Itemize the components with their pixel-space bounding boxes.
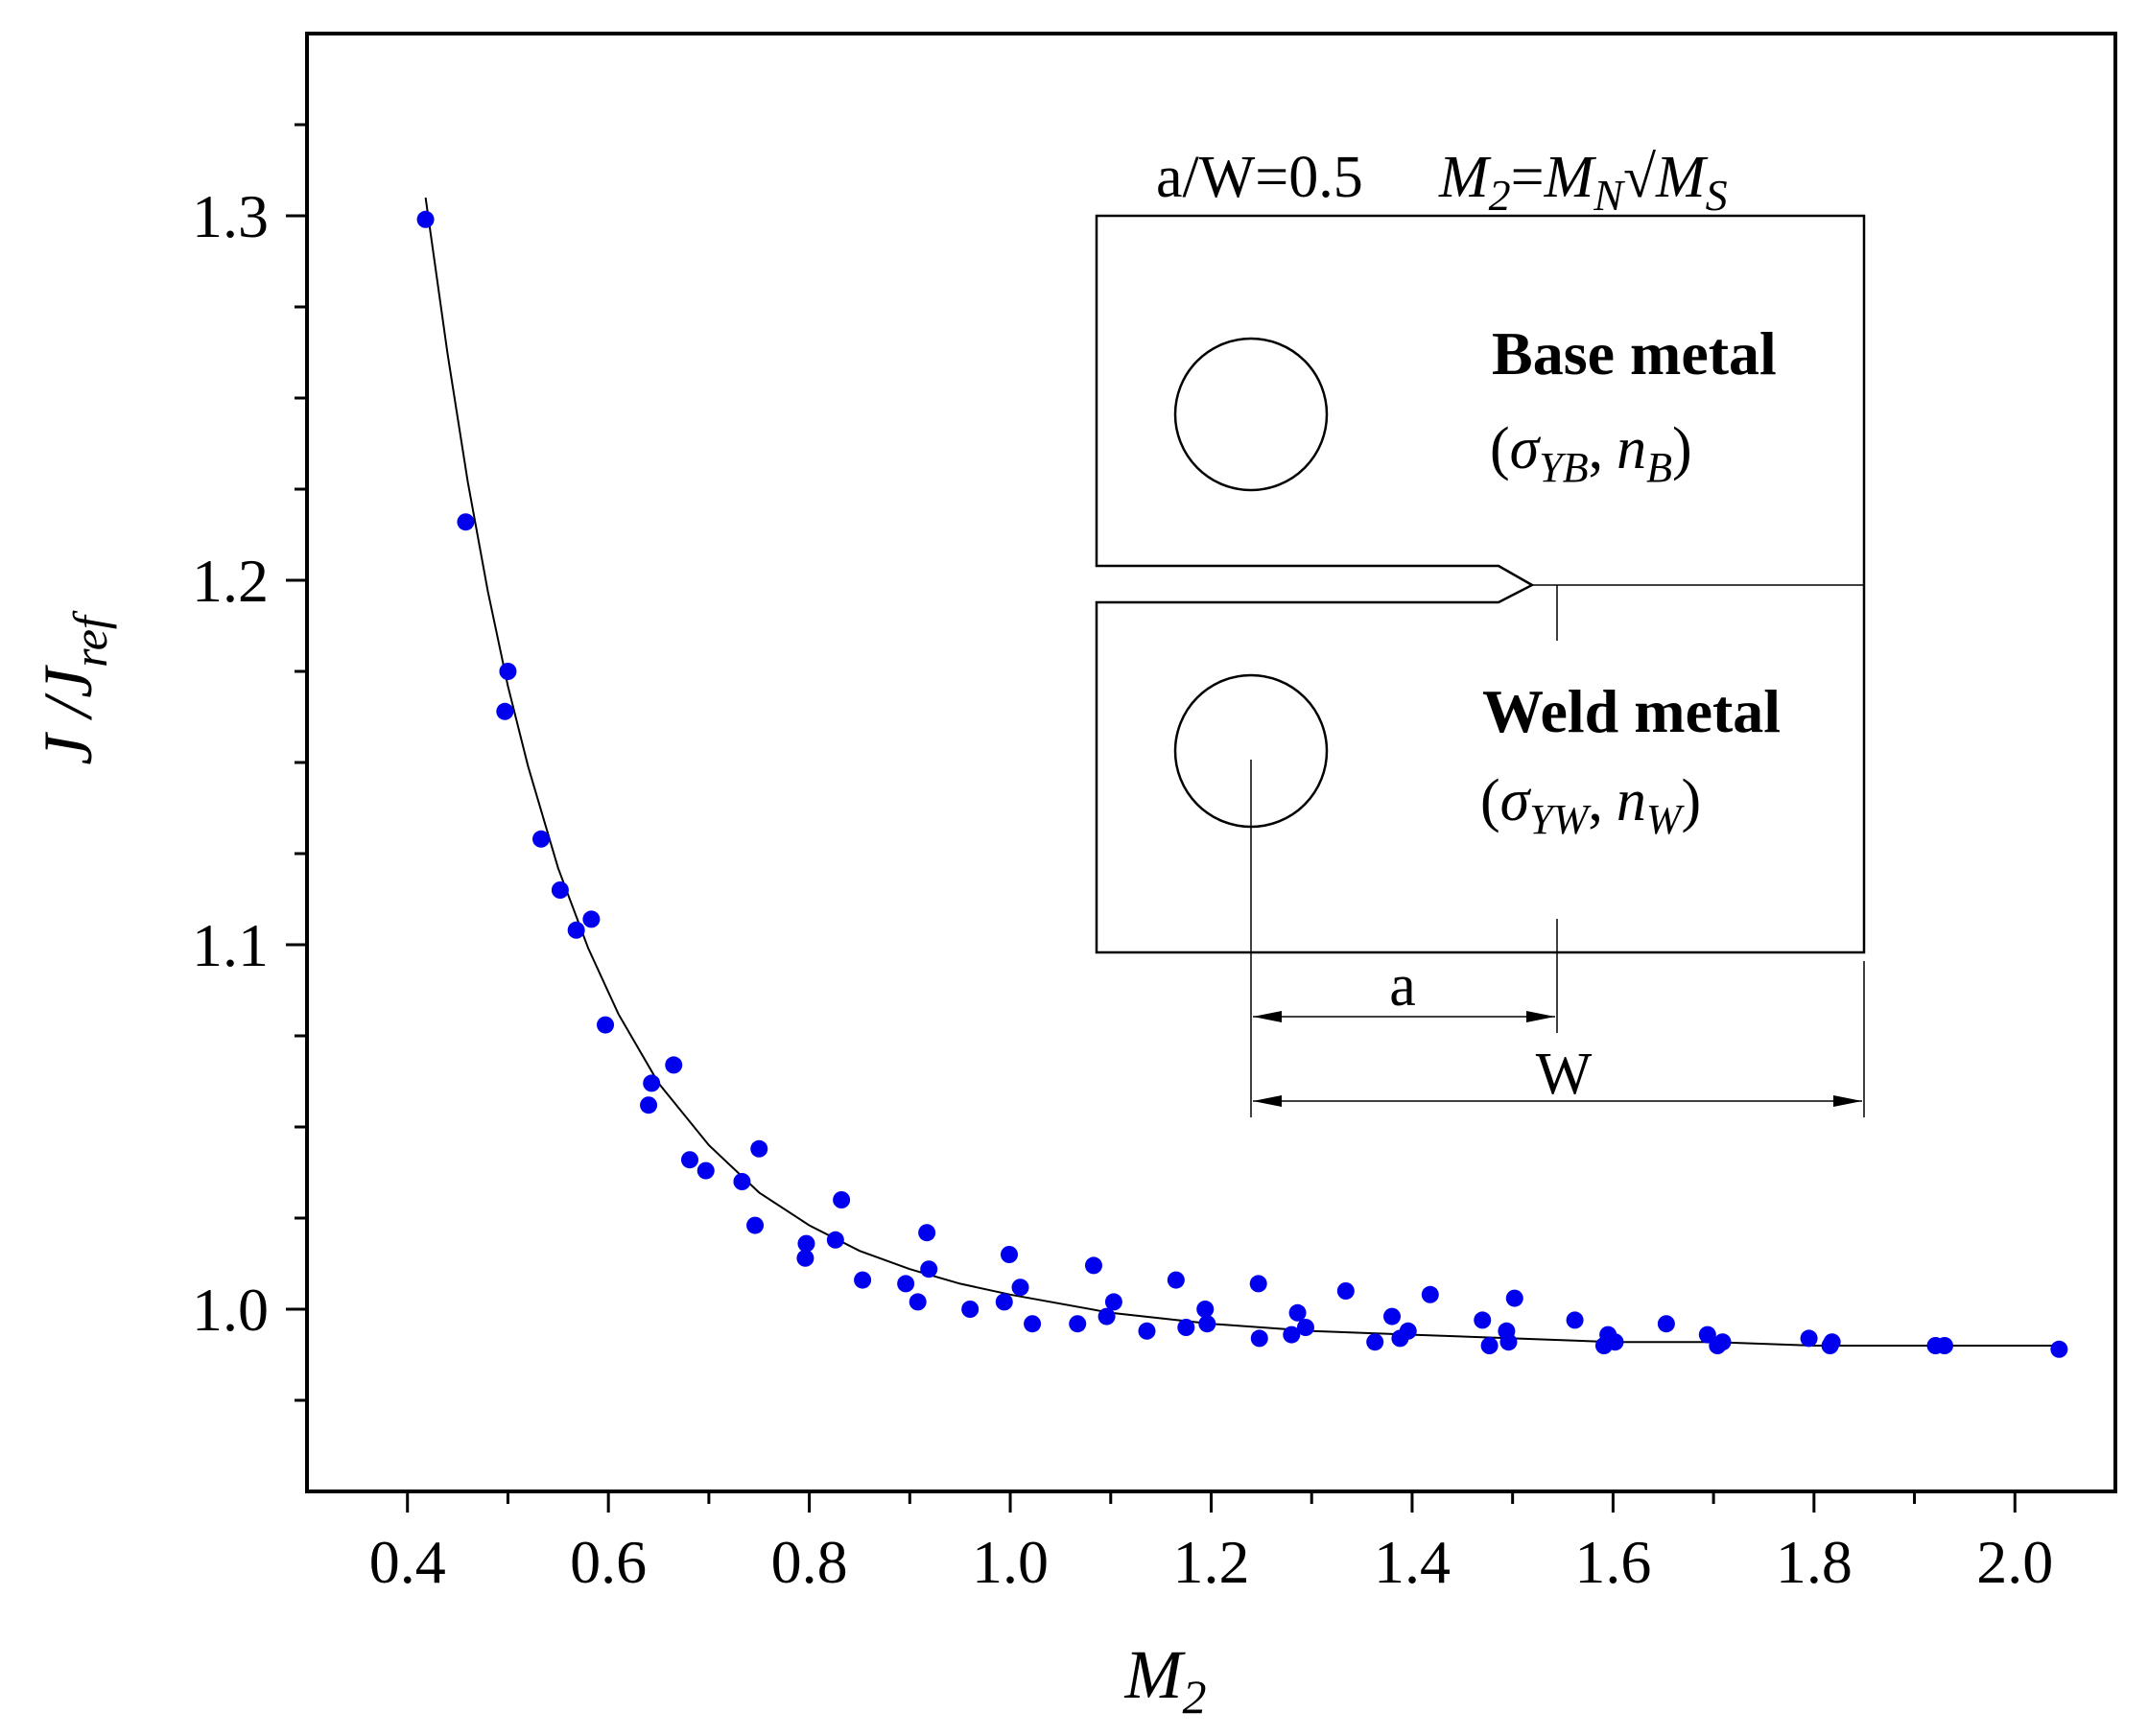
x-tick-label: 1.0 [972, 1528, 1049, 1596]
plot-frame [305, 32, 2117, 1493]
y-tick-label: 1.3 [192, 182, 269, 250]
inset-formula-line: a/W=0.5 M2=MN√MS [1156, 145, 1728, 220]
dim-w-label: W [1536, 1042, 1593, 1107]
data-point [909, 1293, 927, 1311]
data-point [1383, 1307, 1401, 1325]
data-point [1399, 1322, 1417, 1340]
data-point [995, 1293, 1013, 1311]
data-point [1935, 1337, 1953, 1354]
data-point [1713, 1333, 1732, 1351]
data-point [854, 1271, 872, 1289]
data-point [1366, 1333, 1384, 1351]
data-point [1288, 1303, 1307, 1322]
data-point [1698, 1325, 1716, 1344]
y-axis-title: J /Jref [30, 610, 117, 765]
fitted-curve-line [424, 197, 2060, 1347]
data-point [920, 1260, 938, 1279]
data-point [750, 1139, 768, 1158]
x-tick-label: 1.6 [1574, 1528, 1651, 1596]
data-point [696, 1161, 715, 1180]
x-tick-label: 0.4 [369, 1528, 446, 1596]
data-point [1657, 1315, 1675, 1333]
specimen-inset: a/W=0.5 M2=MN√MS Base metal (σYB, nB) Wel… [1095, 145, 1866, 1117]
data-point [1823, 1333, 1841, 1351]
data-point [1296, 1319, 1314, 1336]
weld-metal-label: Weld metal [1482, 677, 1781, 745]
data-point [797, 1234, 815, 1253]
data-point [1249, 1275, 1267, 1293]
x-axis-ticks [406, 1491, 2017, 1513]
data-point [1138, 1322, 1156, 1340]
data-point [1177, 1319, 1195, 1336]
data-point [582, 910, 601, 928]
x-axis-tick-labels: 0.4 0.6 0.8 1.0 1.2 1.4 1.6 1.8 2.0 [369, 1528, 2054, 1596]
data-point [567, 921, 585, 939]
upper-pin-hole [1173, 337, 1329, 492]
data-point [1499, 1333, 1518, 1351]
data-point [1069, 1315, 1087, 1333]
data-point [1474, 1311, 1492, 1329]
data-point [499, 663, 517, 680]
dim-a-label: a [1389, 953, 1416, 1019]
data-point [796, 1249, 814, 1267]
data-point [1250, 1329, 1268, 1348]
data-point [680, 1151, 698, 1169]
base-metal-label: Base metal [1492, 319, 1777, 387]
data-point [1566, 1311, 1584, 1329]
weld-metal-props: (σYW, nW) [1480, 768, 1701, 843]
data-point [1084, 1256, 1102, 1275]
data-point [826, 1231, 844, 1249]
data-point [640, 1096, 658, 1114]
data-point [1505, 1289, 1523, 1307]
data-point [643, 1074, 661, 1092]
data-point [1283, 1325, 1301, 1344]
x-tick-label: 1.2 [1173, 1528, 1250, 1596]
data-point [2050, 1340, 2068, 1358]
x-tick-label: 1.8 [1776, 1528, 1853, 1596]
data-point [1800, 1329, 1818, 1348]
y-tick-label: 1.2 [192, 547, 269, 615]
y-axis-tick-labels: 1.0 1.1 1.2 1.3 [192, 182, 269, 1344]
data-point [1480, 1337, 1499, 1354]
data-point [665, 1056, 683, 1074]
y-tick-label: 1.1 [192, 911, 269, 979]
data-points [416, 210, 2068, 1358]
data-point [1098, 1307, 1116, 1325]
data-point [1167, 1271, 1185, 1289]
data-point [746, 1216, 765, 1234]
specimen-outline [1095, 214, 1866, 954]
data-point [457, 513, 475, 531]
x-axis-title: M2 [1124, 1636, 1207, 1724]
data-point [532, 830, 551, 848]
data-point [918, 1224, 936, 1242]
data-point [1024, 1315, 1042, 1333]
data-point [1104, 1293, 1122, 1311]
data-point [961, 1301, 980, 1318]
data-point [1196, 1301, 1215, 1318]
data-point [1198, 1315, 1216, 1333]
base-metal-props: (σYB, nB) [1490, 416, 1692, 491]
data-point [1011, 1279, 1029, 1297]
x-tick-label: 0.6 [570, 1528, 647, 1596]
data-point [1336, 1282, 1355, 1300]
data-point [496, 702, 514, 720]
data-point [416, 210, 435, 228]
data-point [1001, 1246, 1019, 1263]
x-tick-label: 1.4 [1374, 1528, 1451, 1596]
data-point [597, 1016, 615, 1034]
data-point [833, 1191, 851, 1208]
x-tick-label: 0.8 [771, 1528, 848, 1596]
data-point [897, 1275, 915, 1293]
data-point [551, 881, 569, 899]
data-point [1421, 1285, 1439, 1303]
x-tick-label: 2.0 [1976, 1528, 2053, 1596]
data-point [1606, 1333, 1624, 1351]
y-tick-label: 1.0 [192, 1276, 269, 1344]
y-axis-ticks [286, 123, 307, 1402]
data-point [733, 1173, 751, 1190]
